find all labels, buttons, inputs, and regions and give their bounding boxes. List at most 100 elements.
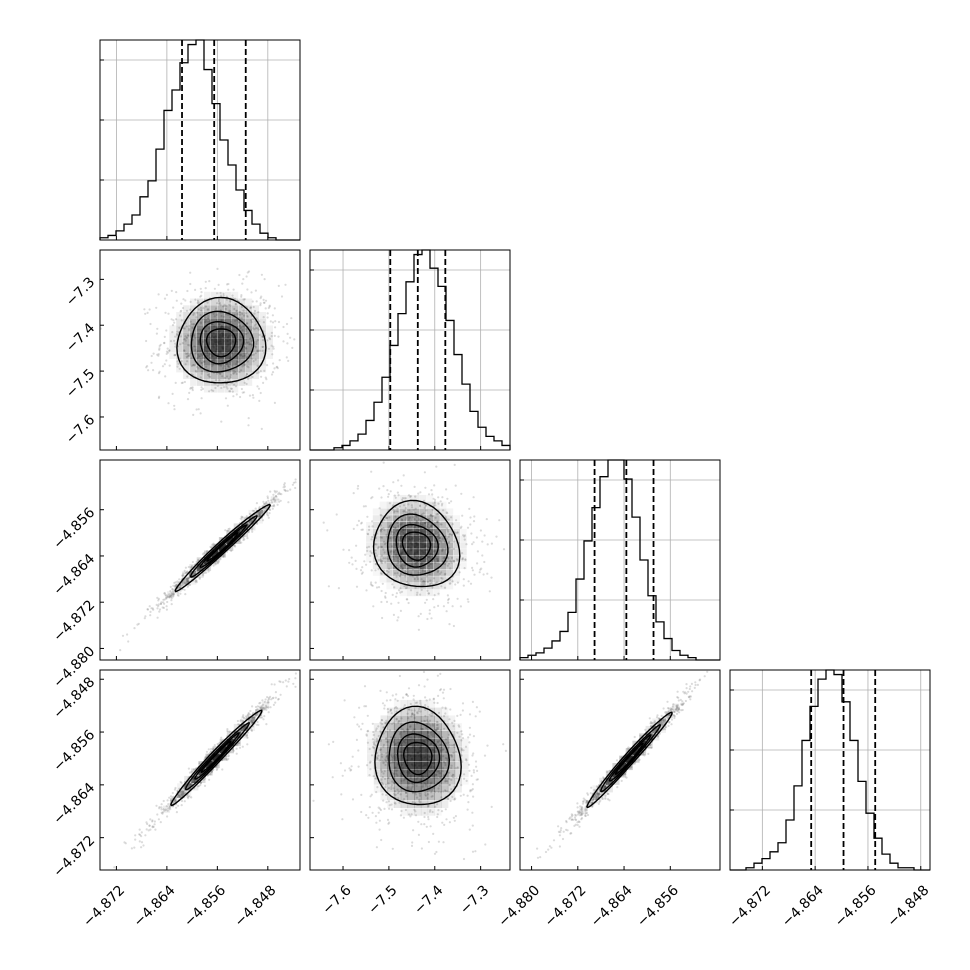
scatter-point bbox=[451, 773, 454, 776]
density-cell bbox=[197, 318, 204, 326]
scatter-point bbox=[397, 790, 400, 793]
scatter-point bbox=[467, 763, 471, 766]
scatter-point bbox=[468, 726, 471, 729]
scatter-point bbox=[269, 242, 271, 244]
scatter-point bbox=[167, 803, 170, 806]
scatter-point bbox=[504, 749, 507, 753]
scatter-point bbox=[155, 332, 158, 335]
scatter-point bbox=[197, 558, 200, 562]
scatter-point bbox=[247, 366, 250, 369]
density-cell bbox=[176, 325, 183, 332]
scatter-point bbox=[284, 679, 287, 682]
scatter-point bbox=[255, 502, 258, 505]
scatter-point bbox=[444, 780, 447, 783]
scatter-point bbox=[431, 586, 434, 589]
scatter-point bbox=[403, 585, 406, 588]
scatter-point bbox=[255, 300, 258, 303]
scatter-point bbox=[192, 313, 195, 316]
scatter-point bbox=[270, 335, 273, 338]
scatter-point bbox=[157, 354, 160, 357]
scatter-point bbox=[436, 740, 439, 743]
scatter-point bbox=[233, 370, 236, 373]
scatter-point bbox=[165, 293, 168, 296]
scatter-point bbox=[247, 531, 250, 534]
scatter-point bbox=[274, 320, 277, 323]
scatter-point bbox=[170, 599, 173, 602]
scatter-point bbox=[425, 726, 428, 730]
scatter-point bbox=[245, 338, 248, 341]
scatter-point bbox=[184, 352, 187, 355]
scatter-point bbox=[369, 560, 372, 564]
scatter-point bbox=[206, 320, 209, 323]
scatter-point bbox=[199, 322, 202, 325]
density-cell bbox=[238, 372, 246, 380]
scatter-point bbox=[350, 556, 353, 559]
scatter-point bbox=[237, 320, 240, 323]
scatter-point bbox=[396, 774, 399, 777]
x-tick-label: −4.864 bbox=[779, 882, 827, 930]
density-cell bbox=[386, 562, 393, 570]
scatter-point bbox=[482, 573, 485, 576]
scatter-point bbox=[236, 313, 239, 316]
scatter-point bbox=[286, 489, 289, 492]
scatter-point bbox=[273, 500, 276, 503]
scatter-point bbox=[393, 511, 396, 514]
scatter-point bbox=[136, 623, 139, 626]
scatter-point bbox=[222, 292, 225, 296]
scatter-point bbox=[251, 717, 255, 720]
density-cell bbox=[266, 332, 273, 339]
scatter-point bbox=[238, 324, 241, 327]
scatter-point bbox=[250, 291, 253, 294]
scatter-point bbox=[351, 563, 354, 566]
scatter-point bbox=[167, 312, 170, 315]
scatter-point bbox=[472, 795, 475, 798]
scatter-point bbox=[353, 716, 356, 719]
density-cell bbox=[460, 535, 467, 542]
scatter-point bbox=[180, 804, 183, 807]
scatter-point bbox=[384, 721, 388, 725]
scatter-point bbox=[185, 571, 188, 574]
scatter-point bbox=[266, 339, 269, 342]
scatter-point bbox=[416, 701, 419, 704]
density-cell bbox=[413, 549, 420, 556]
scatter-point bbox=[463, 538, 466, 541]
scatter-point bbox=[187, 580, 190, 583]
scatter-point bbox=[445, 488, 448, 491]
scatter-point bbox=[440, 810, 444, 813]
scatter-point bbox=[248, 394, 252, 397]
scatter-point bbox=[146, 608, 150, 611]
scatter-point bbox=[403, 510, 406, 513]
scatter-point bbox=[179, 780, 182, 784]
scatter-point bbox=[168, 595, 171, 599]
scatter-point bbox=[238, 273, 241, 277]
scatter-point bbox=[464, 558, 467, 562]
scatter-point bbox=[442, 767, 445, 770]
density-cell bbox=[197, 345, 204, 353]
density-cell bbox=[204, 345, 211, 353]
scatter-point bbox=[412, 667, 414, 669]
scatter-point bbox=[393, 572, 397, 575]
scatter-point bbox=[391, 694, 394, 697]
scatter-point bbox=[213, 287, 216, 290]
scatter-point bbox=[460, 525, 463, 528]
density-cell bbox=[386, 542, 393, 549]
scatter-point bbox=[365, 563, 368, 566]
scatter-point bbox=[211, 747, 214, 750]
density-cell bbox=[174, 584, 182, 592]
scatter-point bbox=[217, 558, 220, 561]
density-cell bbox=[190, 318, 197, 326]
scatter-point bbox=[245, 275, 248, 278]
scatter-point bbox=[397, 494, 400, 497]
scatter-point bbox=[242, 538, 245, 542]
scatter-point bbox=[137, 622, 140, 625]
scatter-point bbox=[374, 815, 377, 818]
scatter-point bbox=[163, 592, 166, 595]
scatter-point bbox=[417, 684, 421, 687]
scatter-point bbox=[379, 558, 382, 561]
scatter-point bbox=[396, 619, 399, 622]
scatter-point bbox=[393, 792, 396, 795]
scatter-point bbox=[185, 580, 188, 583]
scatter-point bbox=[273, 489, 276, 493]
density-cell bbox=[245, 345, 253, 353]
scatter-point bbox=[449, 799, 452, 803]
